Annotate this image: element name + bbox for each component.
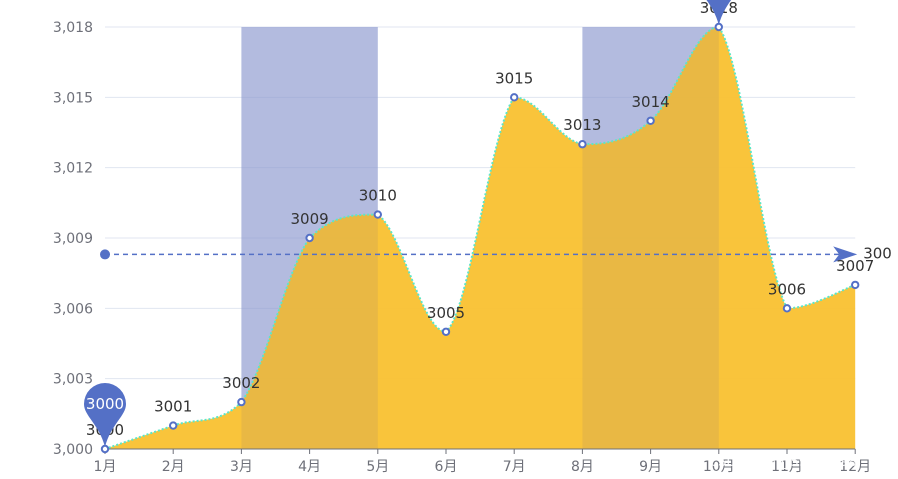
data-point <box>578 140 587 149</box>
data-label: 3015 <box>495 69 533 87</box>
data-point <box>510 93 519 102</box>
data-point <box>305 233 314 243</box>
data-point <box>237 397 246 407</box>
data-label: 3001 <box>154 398 192 416</box>
y-tick-label: 3,000 <box>53 442 93 458</box>
mark-area-overlay <box>582 27 719 449</box>
area-layer <box>105 27 856 449</box>
points-layer <box>100 22 860 454</box>
y-tick-label: 3,006 <box>53 301 93 317</box>
x-tick-label: 4月 <box>298 459 321 475</box>
x-tick-label: 6月 <box>435 459 458 475</box>
data-point <box>373 210 382 219</box>
x-tick-label: 8月 <box>571 459 594 475</box>
x-tick-label: 3月 <box>230 459 253 475</box>
data-point <box>441 327 451 336</box>
data-label: 3013 <box>563 116 601 134</box>
data-point <box>169 421 178 430</box>
data-label: 3002 <box>222 374 260 392</box>
data-point <box>851 280 860 290</box>
mark-points-layer: 3000 3018 <box>84 0 732 447</box>
mark-point-pin <box>84 383 126 447</box>
y-tick-label: 3,003 <box>53 372 93 388</box>
y-tick-label: 3,018 <box>53 20 93 36</box>
x-tick-label: 1月 <box>94 459 117 475</box>
data-label: 3014 <box>632 93 670 111</box>
data-label: 3009 <box>291 210 329 228</box>
x-tick-label: 7月 <box>503 459 526 475</box>
y-tick-label: 3,012 <box>53 161 93 177</box>
average-line-label: 300 <box>863 244 892 262</box>
x-tick-label: 12月 <box>839 459 871 475</box>
axis-layer: 3,000 3,003 3,006 3,009 3,012 3,015 3,018 1月 2月 3… <box>53 20 871 475</box>
data-label: 3007 <box>836 257 874 275</box>
y-tick-label: 3,015 <box>53 90 93 106</box>
series-area <box>105 27 856 449</box>
max-mark-point: 3018 <box>706 0 732 25</box>
average-line-layer: 300 <box>100 244 892 263</box>
x-tick-label: 9月 <box>639 459 662 475</box>
mark-point-label: 3000 <box>86 395 124 413</box>
y-tick-label: 3,009 <box>53 231 93 247</box>
mark-point-pin <box>706 0 732 25</box>
data-label: 3010 <box>359 187 397 205</box>
x-tick-label: 10月 <box>703 459 735 475</box>
watermark-text: CSDN @m0_59029798 <box>709 455 857 470</box>
min-mark-point: 3000 <box>84 383 126 447</box>
x-tick-label: 2月 <box>162 459 185 475</box>
data-label: 3006 <box>768 280 806 298</box>
data-labels-layer: 3000 3001 3002 3009 3010 3005 3015 3013 3014 3018… <box>86 0 874 439</box>
x-tick-label: 5月 <box>366 459 389 475</box>
data-point <box>782 304 792 313</box>
data-point <box>646 116 655 125</box>
average-line-arrow <box>833 246 858 263</box>
x-tick-label: 11月 <box>771 459 803 475</box>
data-label: 3005 <box>427 304 465 322</box>
